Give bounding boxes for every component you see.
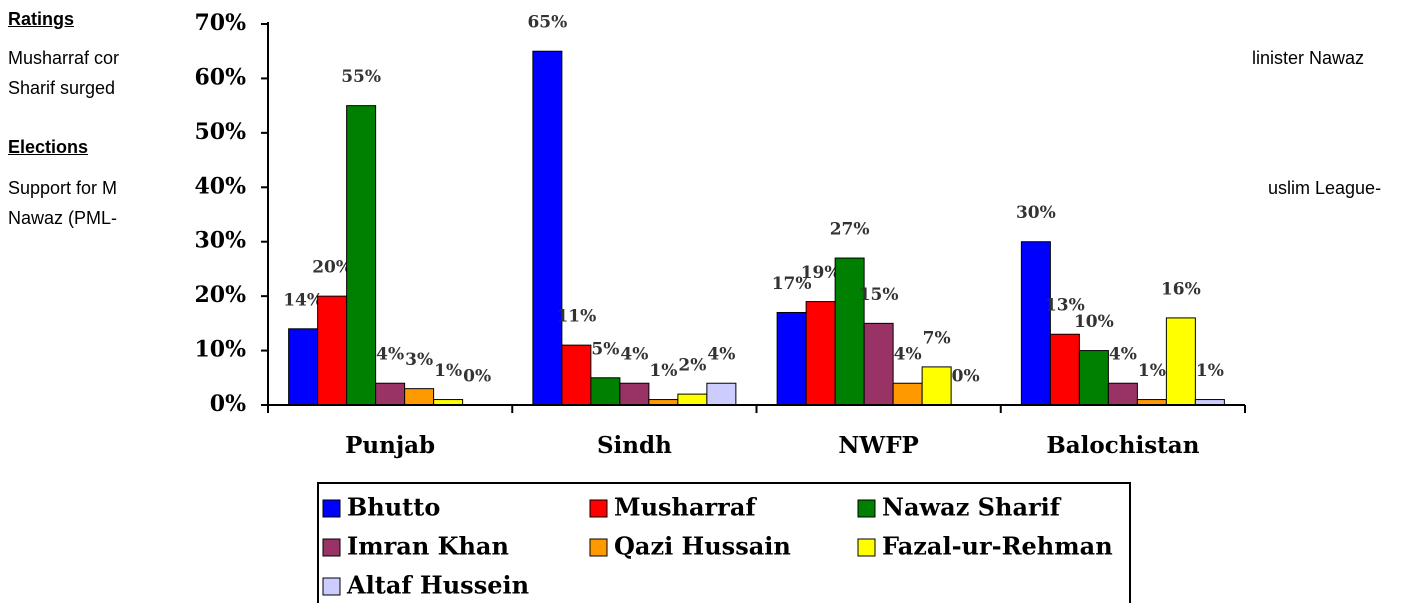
legend-swatch [322, 577, 341, 596]
y-tick-label: 10% [194, 337, 246, 363]
bar [590, 377, 621, 406]
bar [834, 257, 865, 406]
data-label: 4% [1109, 345, 1137, 365]
heading: Elections [8, 137, 89, 157]
bar [1078, 350, 1109, 406]
text-line: Nawaz (PML- [8, 208, 118, 228]
bar [561, 344, 592, 406]
legend-label: Nawaz Sharif [882, 493, 1062, 522]
y-tick-label: 0% [210, 391, 246, 417]
bar [1165, 317, 1196, 406]
data-label: 3% [405, 350, 433, 370]
bar [863, 322, 894, 406]
bar [921, 366, 952, 406]
bar [317, 295, 348, 406]
data-label: 20% [312, 258, 352, 278]
legend-swatch [857, 499, 876, 518]
bar [532, 50, 563, 406]
data-label: 1% [434, 361, 462, 381]
data-label: 1% [1196, 361, 1224, 381]
data-label: 1% [649, 361, 677, 381]
text-line: linister Nawaz [1252, 48, 1365, 68]
data-label: 10% [1074, 312, 1114, 332]
legend-swatch [589, 499, 608, 518]
bar [288, 328, 319, 406]
text-line: Support for M [8, 178, 118, 198]
legend-label: Bhutto [347, 493, 440, 522]
data-label: 55% [341, 67, 381, 87]
legend-label: Altaf Hussein [346, 571, 529, 600]
bar [404, 388, 435, 406]
data-label: 4% [894, 345, 922, 365]
legend-swatch [322, 538, 341, 557]
bar [706, 382, 737, 406]
x-tick-label: NWFP [838, 432, 918, 459]
heading: Ratings [8, 9, 75, 29]
y-tick-label: 30% [194, 228, 246, 254]
data-label: 17% [772, 274, 812, 294]
text-line: Sharif surged [8, 78, 116, 98]
text-line: uslim League- [1268, 178, 1382, 198]
data-label: 7% [923, 328, 951, 348]
data-label: 2% [678, 356, 706, 376]
legend-label: Imran Khan [347, 532, 509, 561]
x-tick-label: Punjab [345, 432, 435, 459]
legend-label: Fazal-ur-Rehman [882, 532, 1113, 561]
bar [1107, 382, 1138, 406]
bar [346, 105, 377, 406]
legend-label: Qazi Hussain [614, 532, 791, 561]
bar [805, 301, 836, 406]
data-label: 4% [620, 345, 648, 365]
bar [619, 382, 650, 406]
bar [375, 382, 406, 406]
data-label: 30% [1016, 203, 1056, 223]
legend-swatch [589, 538, 608, 557]
data-label: 15% [859, 285, 899, 305]
bar [1049, 333, 1080, 406]
data-label: 0% [463, 367, 491, 387]
data-label: 65% [527, 13, 567, 33]
bar [892, 382, 923, 406]
y-tick-label: 50% [194, 119, 246, 145]
y-tick-label: 40% [194, 173, 246, 199]
text-line: Musharraf cor [8, 48, 120, 68]
bar [677, 393, 708, 406]
data-label: 13% [1045, 296, 1085, 316]
legend-label: Musharraf [614, 493, 757, 522]
bar [776, 311, 807, 406]
y-tick-label: 70% [194, 10, 246, 36]
data-label: 4% [376, 345, 404, 365]
data-label: 19% [801, 263, 841, 283]
data-label: 27% [830, 220, 870, 240]
data-label: 14% [283, 290, 323, 310]
data-label: 5% [591, 339, 619, 359]
y-tick-label: 20% [194, 282, 246, 308]
data-label: 16% [1161, 279, 1201, 299]
bar [1020, 241, 1051, 406]
x-tick-label: Sindh [597, 432, 672, 459]
legend-swatch [857, 538, 876, 557]
x-tick-label: Balochistan [1046, 432, 1199, 459]
y-tick-label: 60% [194, 64, 246, 90]
data-label: 4% [707, 345, 735, 365]
data-label: 11% [556, 307, 596, 327]
data-label: 1% [1138, 361, 1166, 381]
legend-box [317, 482, 1131, 603]
legend-swatch [322, 499, 341, 518]
data-label: 0% [952, 367, 980, 387]
